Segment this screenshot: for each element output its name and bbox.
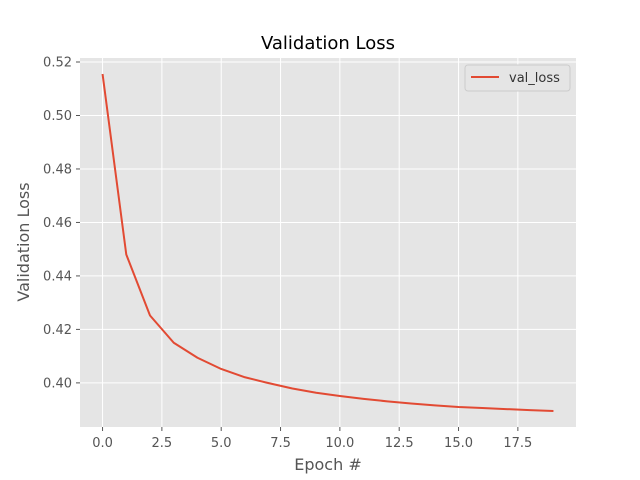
x-tick-label: 5.0 xyxy=(211,436,232,451)
x-tick-label: 2.5 xyxy=(152,436,173,451)
y-tick-label: 0.50 xyxy=(43,109,72,124)
y-tick-label: 0.52 xyxy=(43,56,72,71)
legend: val_loss xyxy=(465,65,570,91)
y-tick-label: 0.48 xyxy=(43,162,72,177)
x-tick-label: 0.0 xyxy=(92,436,113,451)
x-axis-label: Epoch # xyxy=(294,455,361,474)
x-tick-label: 17.5 xyxy=(503,436,532,451)
y-axis-label: Validation Loss xyxy=(14,182,33,301)
x-tick-label: 10.0 xyxy=(325,436,354,451)
x-tick-label: 12.5 xyxy=(385,436,414,451)
chart-title: Validation Loss xyxy=(261,33,395,54)
plot-area xyxy=(80,58,576,427)
legend-label-val-loss: val_loss xyxy=(509,71,560,86)
x-tick-label: 7.5 xyxy=(270,436,291,451)
x-tick-label: 15.0 xyxy=(444,436,473,451)
y-tick-label: 0.44 xyxy=(43,269,72,284)
y-tick-label: 0.40 xyxy=(43,376,72,391)
y-tick-label: 0.46 xyxy=(43,216,72,231)
y-tick-label: 0.42 xyxy=(43,323,72,338)
